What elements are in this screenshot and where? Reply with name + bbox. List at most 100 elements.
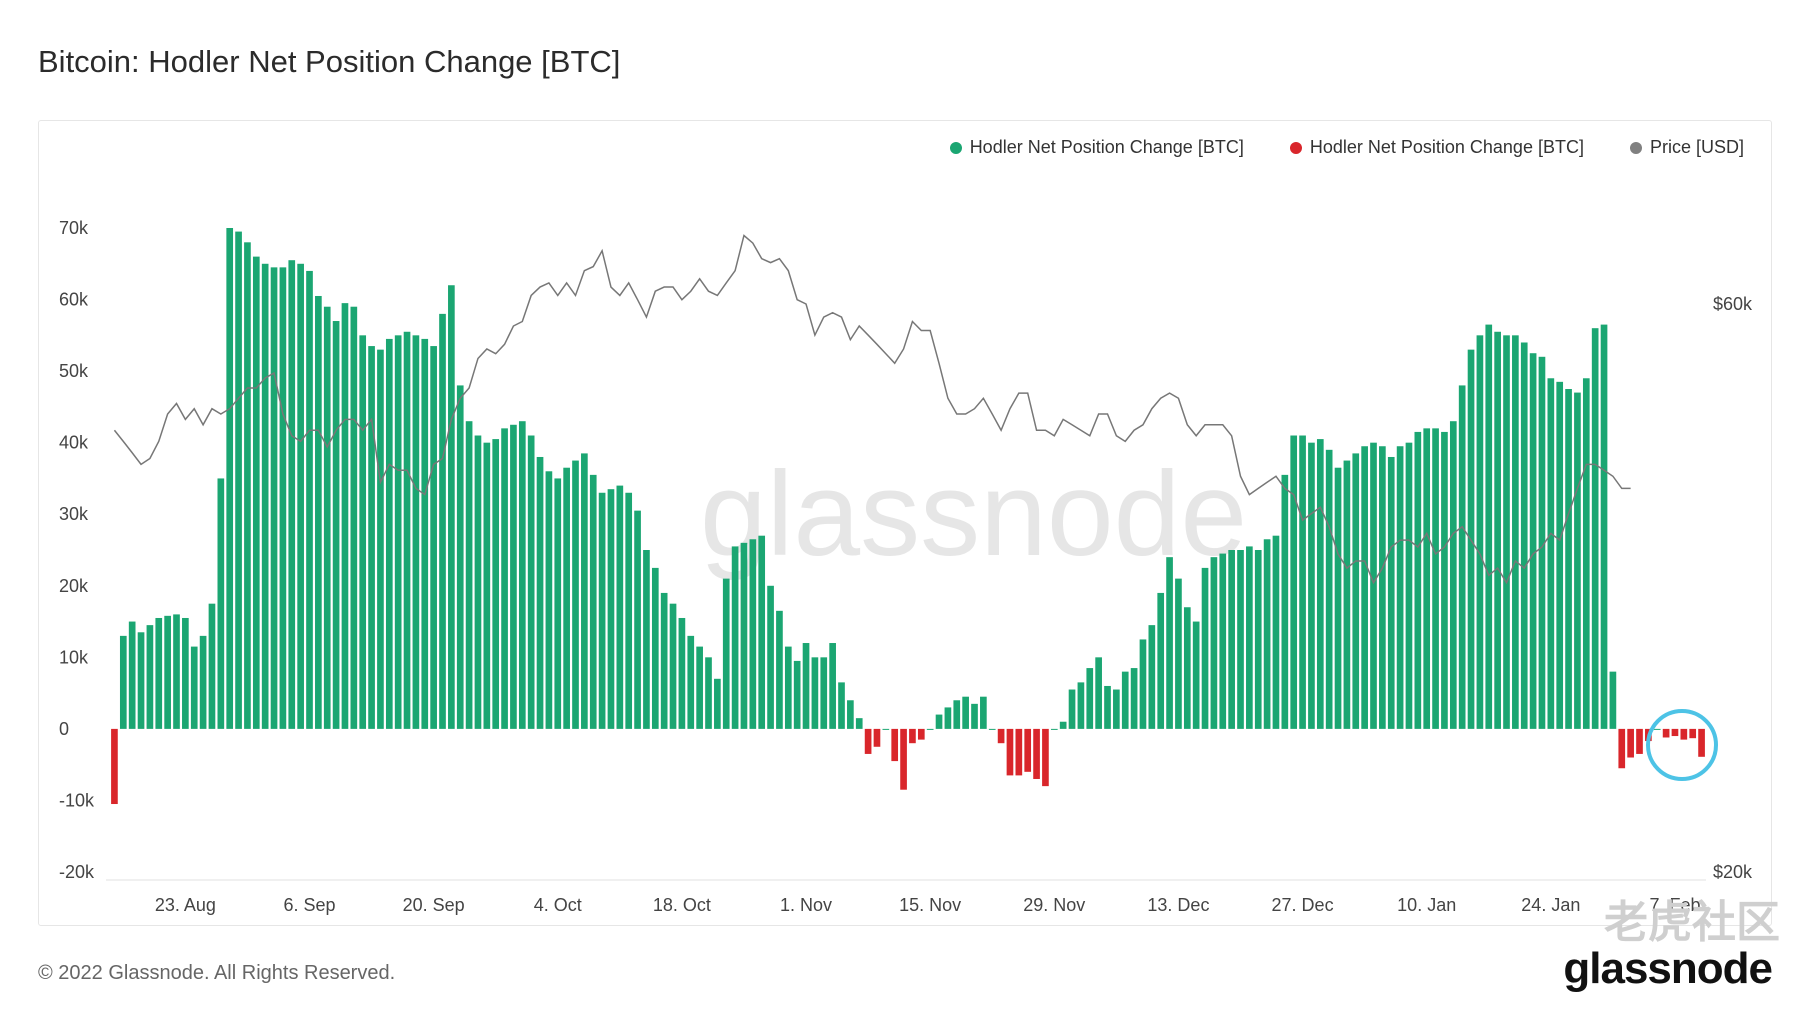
bar [1077, 682, 1085, 729]
bar [714, 678, 721, 729]
bar [1662, 728, 1670, 738]
bar [1015, 728, 1023, 776]
bar [1689, 728, 1697, 739]
bar [873, 728, 881, 747]
bar [1582, 378, 1590, 729]
bar [1414, 431, 1422, 729]
bar [527, 435, 535, 729]
bar [518, 421, 526, 729]
bar [953, 700, 961, 729]
bar [935, 714, 943, 729]
y-left-tick-label: 40k [59, 433, 89, 453]
price-line [113, 234, 1631, 585]
bar [368, 346, 375, 729]
y-left-tick-label: 20k [59, 576, 89, 596]
y-axis-right: $60k $20k [1713, 294, 1753, 882]
bar [847, 700, 854, 729]
bar [1121, 671, 1129, 729]
bar [1432, 428, 1439, 729]
bar [456, 385, 464, 729]
bar [279, 267, 287, 729]
bar [1609, 671, 1617, 729]
x-tick-label: 20. Sep [403, 895, 465, 915]
bar [1556, 381, 1564, 729]
bar [1050, 728, 1058, 730]
bar [501, 428, 508, 729]
bar [882, 728, 890, 730]
bar [926, 728, 934, 730]
bar [350, 306, 358, 729]
bar [1591, 328, 1599, 729]
bar [731, 546, 739, 729]
bar [1334, 467, 1342, 729]
bar [341, 303, 349, 729]
copyright-text: © 2022 Glassnode. All Rights Reserved. [38, 962, 396, 984]
bar [315, 295, 322, 729]
bar [1006, 728, 1014, 776]
x-tick-label: 24. Jan [1521, 895, 1580, 915]
bar [412, 335, 420, 729]
bar [155, 617, 163, 729]
bar [900, 728, 907, 790]
bar [270, 267, 278, 729]
bar [1370, 442, 1377, 729]
bar [838, 682, 845, 729]
bar [962, 696, 969, 729]
bar [829, 643, 836, 729]
bar [1042, 728, 1049, 787]
bar [1201, 567, 1209, 729]
bar [1627, 728, 1634, 758]
y-axis-left: 70k 60k 50k 40k 30k 20k 10k 0 -10k -20k [59, 218, 95, 882]
bar [1263, 539, 1271, 729]
bar [235, 231, 242, 729]
bar [182, 617, 189, 729]
bar [607, 489, 615, 729]
bar [1104, 685, 1111, 729]
bar [1166, 557, 1173, 729]
bar [1565, 389, 1572, 729]
bar [598, 492, 606, 729]
bar [1396, 446, 1404, 729]
bar [421, 338, 429, 729]
bar [1095, 657, 1102, 729]
y-left-tick-label: -20k [59, 862, 95, 882]
bar [1476, 335, 1484, 729]
bar [1139, 639, 1147, 729]
bar [1299, 435, 1306, 729]
bar [1653, 728, 1661, 730]
bar [1157, 592, 1165, 729]
bar [1494, 331, 1501, 729]
bar [1698, 728, 1705, 757]
bar [1449, 421, 1457, 729]
legend-item-positive[interactable]: Hodler Net Position Change [BTC] [949, 137, 1244, 158]
bar [572, 460, 579, 729]
bar [1503, 335, 1510, 729]
x-tick-label: 27. Dec [1272, 895, 1334, 915]
bar [1033, 728, 1040, 779]
bar [119, 635, 127, 729]
bar [616, 485, 624, 729]
bar [323, 306, 331, 729]
bar [917, 728, 925, 740]
x-tick-label: 10. Jan [1397, 895, 1456, 915]
bar [430, 346, 437, 729]
bar [1086, 668, 1094, 729]
bar [776, 610, 783, 729]
legend-item-negative[interactable]: Hodler Net Position Change [BTC] [1289, 137, 1584, 158]
bar [1379, 446, 1386, 729]
bar [855, 718, 863, 729]
bar [1130, 668, 1138, 729]
bar [137, 632, 145, 729]
bar [111, 728, 118, 805]
overlay-watermark: 老虎社区 [1604, 898, 1780, 947]
bar [1254, 550, 1262, 729]
bar [909, 728, 916, 744]
bar [510, 424, 517, 729]
bar [660, 592, 668, 729]
legend-item-price[interactable]: Price [USD] [1629, 137, 1744, 158]
bar [784, 646, 792, 729]
bar [944, 707, 952, 729]
legend-dot-green-icon [949, 141, 962, 154]
bar [173, 614, 180, 729]
